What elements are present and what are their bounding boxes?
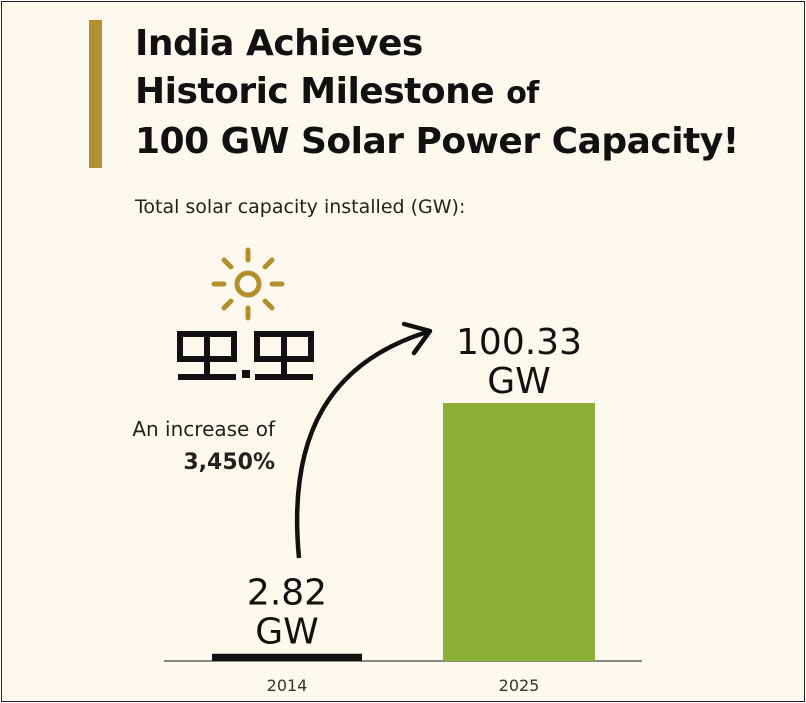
tick-label-2014: 2014 [267, 676, 308, 695]
bar-2025 [443, 403, 595, 661]
data-label-2014-0: 2.82 [247, 573, 327, 614]
increase-callout: An increase of 3,450% [132, 412, 275, 480]
data-label-2025-1: GW [487, 361, 551, 402]
title-of: of [506, 76, 539, 111]
sun-icon [211, 247, 285, 321]
icon-group [177, 247, 314, 380]
chart-title: Total solar capacity installed (GW): [135, 196, 466, 218]
increase-percent: 3,450% [183, 450, 275, 475]
title-line-1: India Achieves [135, 23, 423, 64]
growth-arrowhead [401, 321, 433, 356]
data-label-2025-0: 100.33 [456, 322, 582, 363]
solar-panel-icon [177, 331, 314, 380]
page-title: India Achieves Historic Milestone of 100… [135, 20, 739, 166]
title-line-2: Historic Milestone of [135, 68, 739, 118]
accent-bar [89, 20, 102, 168]
data-label-2014-1: GW [255, 612, 319, 653]
title-line-2-text: Historic Milestone [135, 71, 495, 112]
growth-arrow [294, 329, 428, 559]
increase-label: An increase of [132, 417, 275, 441]
tick-label-2025: 2025 [499, 676, 540, 695]
title-line-3: 100 GW Solar Power Capacity! [135, 121, 739, 162]
bar-2014 [212, 653, 362, 661]
